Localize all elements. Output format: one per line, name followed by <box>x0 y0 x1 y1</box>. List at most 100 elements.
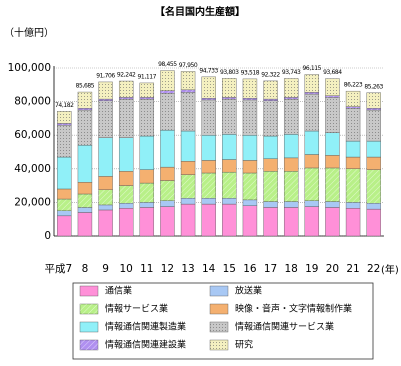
bar-segment <box>139 82 155 98</box>
bar-segment <box>77 108 93 111</box>
legend-label: 情報通信関連建設業 <box>105 339 186 351</box>
x-tick-label: 21 <box>346 263 359 275</box>
bar-segment <box>304 130 320 155</box>
x-tick-label: 16 <box>243 263 257 275</box>
bar-segment <box>242 205 258 237</box>
x-tick-label: 平成7 <box>44 263 72 275</box>
bar-segment <box>325 207 340 237</box>
bar-segment <box>304 74 320 93</box>
total-label: 92,242 <box>117 72 136 79</box>
bar-segment <box>222 203 237 237</box>
x-unit: (年) <box>381 263 399 276</box>
bar-segment <box>283 171 299 202</box>
y-axis-label: （十億円） <box>4 26 54 39</box>
bar-segment <box>222 134 237 160</box>
total-label: 93,743 <box>282 69 301 76</box>
bar-segment <box>345 106 361 109</box>
y-tick-label: 0 <box>44 230 51 242</box>
bar-segment <box>263 135 278 159</box>
bar-segment <box>98 189 113 206</box>
y-tick-label: 100,000 <box>8 62 51 74</box>
bar-segment <box>57 215 72 237</box>
total-label: 85,685 <box>76 83 95 90</box>
bar-segment <box>366 156 381 170</box>
bar-segment <box>366 203 381 210</box>
bar-segment <box>366 92 381 109</box>
total-label: 98,455 <box>158 61 177 68</box>
bar-segment <box>283 207 299 237</box>
chart-title: 【名目国内生産額】 <box>155 5 245 18</box>
bar-segment <box>325 167 340 202</box>
bar-segment <box>304 167 320 201</box>
bar-segment <box>201 99 216 136</box>
bar-segment <box>98 137 113 177</box>
bar-segment <box>98 81 113 100</box>
bar-segment <box>139 207 155 237</box>
bar-segment <box>222 159 237 173</box>
bar-segment <box>201 76 216 99</box>
bar-segment <box>283 201 299 208</box>
bar-segment <box>263 80 278 100</box>
bar-segment <box>242 99 258 136</box>
legend-label: 研究 <box>235 339 253 351</box>
legend-swatch <box>209 303 229 315</box>
bar-segment <box>345 202 361 209</box>
bar-segment <box>118 185 134 204</box>
bar-segment <box>242 160 258 174</box>
bar-segment <box>222 97 237 100</box>
bar-segment <box>345 156 361 169</box>
bar-segment <box>201 172 216 199</box>
legend-pattern <box>210 340 228 350</box>
bar-segment <box>180 71 196 91</box>
bar-segment <box>180 203 196 237</box>
x-tick-label: 11 <box>140 263 153 275</box>
bar-segment <box>160 129 175 168</box>
bar-segment <box>201 203 216 237</box>
x-tick-label: 9 <box>102 263 109 275</box>
bar-segment <box>201 134 216 161</box>
bar-segment <box>118 97 134 100</box>
legend-label: 情報通信関連サービス業 <box>235 321 334 333</box>
bar-segment <box>160 200 175 207</box>
bar-segment <box>57 156 72 190</box>
bar-segment <box>139 135 155 170</box>
legend-swatch <box>209 285 229 297</box>
bar-segment <box>263 158 278 172</box>
bar-segment <box>57 123 72 126</box>
bar-segment <box>57 198 72 211</box>
bar-segment <box>366 108 381 111</box>
bar-segment <box>118 203 134 209</box>
bar-segment <box>201 98 216 101</box>
bar-segment <box>325 78 340 96</box>
bar-segment <box>242 78 258 99</box>
bar-segment <box>139 202 155 208</box>
bar-segment <box>283 78 299 98</box>
x-tick-label: 12 <box>161 263 174 275</box>
bar-segment <box>160 70 175 91</box>
bar-segment <box>345 208 361 237</box>
total-label: 97,950 <box>179 62 198 69</box>
bar-segment <box>180 92 196 132</box>
y-tick-label: 20,000 <box>14 196 51 208</box>
bar-segment <box>366 169 381 204</box>
bar-segment <box>118 98 134 138</box>
bar-segment <box>366 109 381 142</box>
bar-segment <box>222 171 237 199</box>
x-tick-label: 15 <box>223 263 236 275</box>
bar-segment <box>160 92 175 131</box>
x-tick-label: 13 <box>181 263 194 275</box>
total-label: 94,733 <box>199 67 218 74</box>
bar-segment <box>180 130 196 162</box>
bar-segment <box>366 208 381 237</box>
bar-segment <box>77 109 93 146</box>
x-tick-label: 20 <box>326 263 339 275</box>
bar-segment <box>77 182 93 195</box>
bar-segment <box>242 199 258 206</box>
bar-segment <box>77 193 93 208</box>
bar-segment <box>98 209 113 237</box>
bar-segment <box>180 174 196 199</box>
bar-segment <box>325 95 340 98</box>
x-tick-label: 19 <box>305 263 318 275</box>
bar-segment <box>283 97 299 100</box>
